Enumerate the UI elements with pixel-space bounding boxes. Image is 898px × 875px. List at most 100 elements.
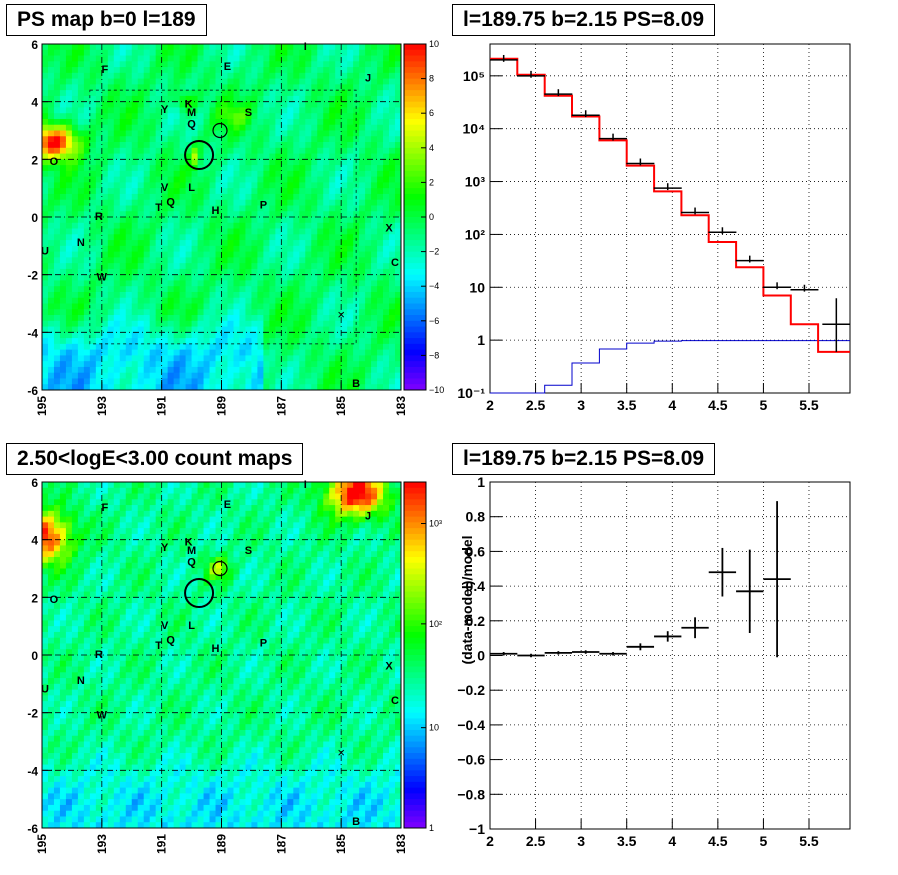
ps-map-cell bbox=[119, 268, 127, 276]
ps-map-cell bbox=[395, 268, 402, 276]
ps-map-cell bbox=[53, 165, 61, 172]
ps-map-cell bbox=[203, 303, 210, 310]
ps-map-cell bbox=[125, 217, 133, 224]
count-map-cell bbox=[89, 597, 97, 604]
ps-map-cell bbox=[155, 176, 163, 183]
ps-map-cell bbox=[59, 49, 67, 56]
count-map-cell bbox=[149, 810, 157, 817]
ps-map-cell bbox=[65, 118, 73, 126]
ps-colorbar-step bbox=[404, 72, 426, 80]
ps-map-cell bbox=[311, 268, 318, 276]
ps-map-cell bbox=[365, 113, 372, 120]
ps-map-cell bbox=[365, 320, 372, 327]
ps-map-cell bbox=[47, 378, 55, 385]
count-map-cell bbox=[53, 804, 61, 812]
ps-map-cell bbox=[47, 217, 55, 224]
ps-map-cell bbox=[179, 315, 186, 322]
ps-map-cell bbox=[317, 268, 324, 276]
ps-map-cell bbox=[371, 199, 378, 206]
ps-map-cell bbox=[119, 199, 127, 206]
ps-map-cell bbox=[167, 222, 175, 229]
ps-map-cell bbox=[377, 349, 384, 356]
count-map-cell bbox=[53, 499, 61, 506]
ps-map-cell bbox=[191, 274, 198, 281]
ps-map-cell bbox=[281, 372, 288, 379]
count-map-cell bbox=[95, 585, 103, 592]
count-map-cell bbox=[101, 701, 109, 708]
ps-map-cell bbox=[185, 165, 192, 172]
ps-map-cell bbox=[293, 286, 300, 293]
ps-map-cell bbox=[42, 90, 49, 97]
ps-map-cell bbox=[245, 257, 252, 264]
ps-map-cell bbox=[65, 280, 73, 287]
count-map-cell bbox=[42, 568, 49, 575]
ps-map-cell bbox=[305, 188, 312, 195]
ps-map-cell bbox=[389, 268, 396, 276]
ps-map-cell bbox=[221, 49, 228, 56]
count-map-cell bbox=[65, 533, 73, 541]
count-map-cell bbox=[143, 545, 151, 552]
ps-map-cell bbox=[65, 90, 73, 97]
count-map-cell bbox=[137, 701, 145, 708]
ps-map-cell bbox=[353, 72, 360, 79]
count-map-cell bbox=[137, 753, 145, 760]
count-map-cell bbox=[137, 655, 145, 662]
ps-map-cell bbox=[167, 320, 175, 327]
ps-map-cell bbox=[59, 303, 67, 310]
ps-map-cell bbox=[161, 147, 169, 154]
ps-map-cell bbox=[119, 251, 127, 258]
ps-map-cell bbox=[107, 193, 115, 201]
count-map-cell bbox=[131, 660, 139, 667]
ps-map-cell bbox=[305, 228, 312, 235]
ps-map-cell bbox=[293, 343, 300, 351]
ps-map-cell bbox=[305, 366, 312, 374]
ps-map-cell bbox=[239, 338, 246, 345]
ps-map-cell bbox=[383, 338, 390, 345]
ps-map-cell bbox=[293, 326, 300, 333]
source-label: J bbox=[365, 72, 371, 84]
ps-map-cell bbox=[42, 55, 49, 62]
count-map-cell bbox=[59, 585, 67, 592]
ps-map-cell bbox=[167, 338, 175, 345]
ps-map-cell bbox=[305, 49, 312, 56]
ps-map-cell bbox=[263, 142, 270, 149]
ps-map-cell bbox=[239, 95, 246, 103]
ps-map-cell bbox=[251, 61, 258, 68]
ps-map-cell bbox=[317, 378, 324, 385]
count-map-cell bbox=[47, 678, 55, 685]
ps-map-cell bbox=[119, 176, 127, 183]
ps-map-cell bbox=[311, 130, 318, 137]
count-map-cell bbox=[47, 608, 55, 616]
count-map-cell bbox=[113, 510, 121, 517]
ps-map-cell bbox=[359, 130, 366, 137]
ps-map-cell bbox=[119, 101, 127, 108]
ps-map-cell bbox=[215, 44, 222, 51]
ps-map-cell bbox=[311, 113, 318, 120]
ps-map-cell bbox=[125, 84, 133, 91]
ps-map-cell bbox=[209, 378, 216, 385]
ps-map-cell bbox=[269, 130, 276, 137]
ps-map-cell bbox=[95, 338, 103, 345]
count-map-cell bbox=[137, 793, 145, 800]
count-map-cell bbox=[107, 568, 115, 575]
ps-map-cell bbox=[371, 251, 378, 258]
ps-map-cell bbox=[107, 49, 115, 56]
count-map-cell bbox=[155, 799, 163, 806]
ps-map-cell bbox=[233, 217, 240, 224]
ps-map-cell bbox=[185, 240, 192, 247]
ps-map-cell bbox=[167, 234, 175, 241]
ps-map-cell bbox=[47, 182, 55, 189]
ps-map-cell bbox=[323, 67, 330, 74]
count-map-cell bbox=[143, 683, 151, 690]
count-map-cell bbox=[149, 568, 157, 575]
ps-map-cell bbox=[275, 193, 282, 201]
ps-map-cell bbox=[155, 251, 163, 258]
ps-map-cell bbox=[71, 297, 79, 304]
ps-map-cell bbox=[173, 355, 181, 362]
ps-map-cell bbox=[42, 338, 49, 345]
count-map-cell bbox=[89, 793, 97, 800]
ps-map-cell bbox=[377, 257, 384, 264]
count-map-cell bbox=[149, 499, 157, 506]
ps-map-cell bbox=[53, 101, 61, 108]
ps-map-cell bbox=[209, 124, 216, 131]
